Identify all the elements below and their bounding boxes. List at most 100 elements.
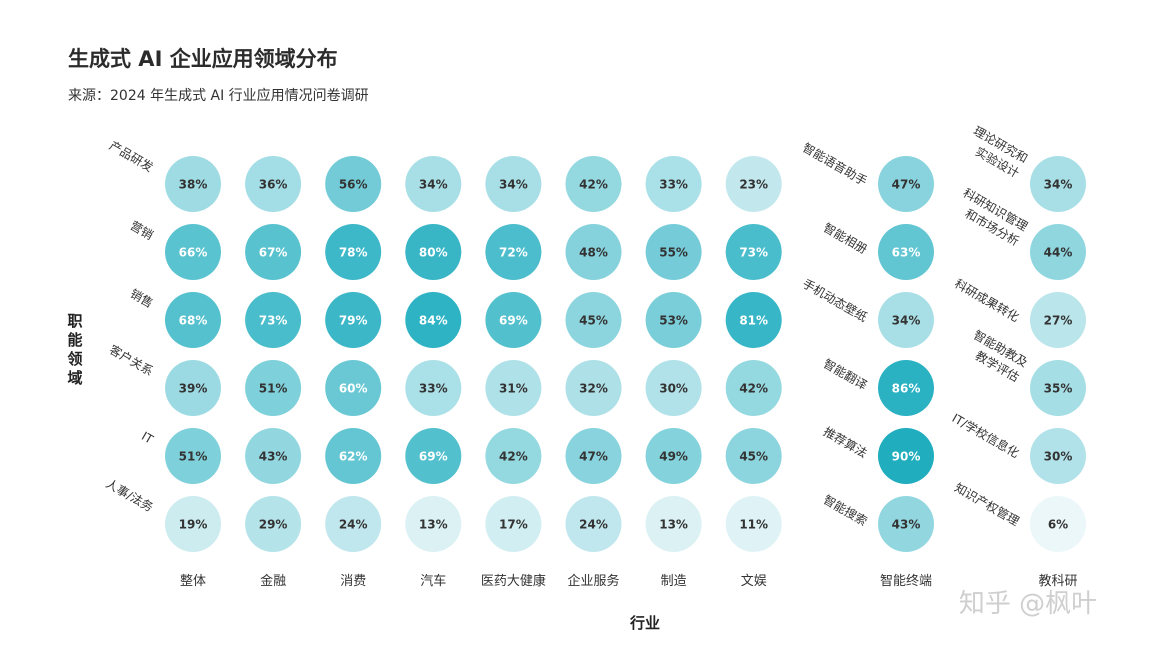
row-label-5: 人事/法务 <box>103 476 156 515</box>
side0-row-label-0: 智能语音助手 <box>800 140 870 189</box>
side0-bubble-r5-circle <box>878 496 934 552</box>
side1-bubble-r5-circle <box>1030 496 1086 552</box>
bubble-r1-c5-label: 48% <box>579 246 608 260</box>
bubble-r1-c2-label: 78% <box>339 246 368 260</box>
bubble-r5-c1-circle <box>245 496 302 552</box>
bubble-r0-c5: 42% <box>565 156 622 212</box>
bubble-r1-c6-circle <box>645 224 702 280</box>
row-label-2: 销售 <box>128 286 156 311</box>
bubble-r4-c6-circle <box>645 428 702 484</box>
bubble-r0-c2-circle <box>325 156 382 212</box>
side1-row-label-3: 智能助教及教学评估 <box>963 327 1031 385</box>
chart-title: 生成式 AI 企业应用领域分布 <box>68 47 338 71</box>
bubble-r1-c3-label: 80% <box>419 246 448 260</box>
bubble-r2-c6-label: 53% <box>659 314 688 328</box>
bubble-r3-c0-circle <box>165 360 221 416</box>
bubble-r2-c1: 73% <box>245 292 302 348</box>
side1-bubble-r2: 27% <box>1030 292 1086 348</box>
bubble-r3-c2-label: 60% <box>339 382 368 396</box>
bubble-r1-c4-circle <box>485 224 542 280</box>
bubble-r3-c6-circle <box>645 360 702 416</box>
bubble-r4-c0-label: 51% <box>179 450 208 464</box>
bubble-r0-c6: 33% <box>645 156 702 212</box>
bubble-r0-c2-label: 56% <box>339 178 368 192</box>
bubble-r2-c6-circle <box>645 292 702 348</box>
side1-bubble-r4: 30% <box>1030 428 1086 484</box>
bubble-r2-c2: 79% <box>325 292 382 348</box>
side0-bubble-r1-circle <box>878 224 934 280</box>
side1-row-label-0: 理论研究和实验设计 <box>963 123 1031 181</box>
bubble-r5-c2-circle <box>325 496 382 552</box>
side1-bubble-r0-circle <box>1030 156 1086 212</box>
bubble-r2-c5: 45% <box>565 292 622 348</box>
bubble-r3-c6: 30% <box>645 360 702 416</box>
bubble-r0-c0-label: 38% <box>179 178 208 192</box>
bubble-r5-c6-label: 13% <box>659 518 688 532</box>
bubble-r1-c4: 72% <box>485 224 542 280</box>
column-label-3: 汽车 <box>420 573 446 589</box>
side1-bubble-r4-circle <box>1030 428 1086 484</box>
bubble-r1-c5-circle <box>565 224 622 280</box>
column-label-1: 金融 <box>260 573 286 589</box>
side0-bubble-r4: 90% <box>878 428 934 484</box>
side1-bubble-r2-circle <box>1030 292 1086 348</box>
bubble-r4-c7-label: 45% <box>739 450 768 464</box>
bubble-r2-c7: 81% <box>725 292 782 348</box>
bubble-r0-c7-circle <box>725 156 782 212</box>
bubble-r1-c7-circle <box>725 224 782 280</box>
bubble-r4-c3-circle <box>405 428 462 484</box>
bubble-r3-c3: 33% <box>405 360 462 416</box>
bubble-r4-c6-label: 49% <box>659 450 688 464</box>
bubble-r5-c4-label: 17% <box>499 518 528 532</box>
bubble-r0-c0-circle <box>165 156 221 212</box>
bubble-r2-c4-circle <box>485 292 542 348</box>
bubble-r4-c6: 49% <box>645 428 702 484</box>
bubble-r4-c5-label: 47% <box>579 450 608 464</box>
side0-row-label-4: 推荐算法 <box>821 424 870 461</box>
side1-bubble-r3-label: 35% <box>1044 382 1073 396</box>
bubble-r0-c2: 56% <box>325 156 382 212</box>
bubble-r3-c3-circle <box>405 360 462 416</box>
bubble-r2-c4-label: 69% <box>499 314 528 328</box>
bubble-r2-c4: 69% <box>485 292 542 348</box>
bubble-r5-c6: 13% <box>645 496 702 552</box>
bubble-r0-c6-label: 33% <box>659 178 688 192</box>
bubble-r1-c3: 80% <box>405 224 462 280</box>
bubble-r0-c1-circle <box>245 156 302 212</box>
bubble-r3-c5: 32% <box>565 360 622 416</box>
bubble-r4-c4-circle <box>485 428 542 484</box>
bubble-r5-c5: 24% <box>565 496 622 552</box>
bubble-r4-c3: 69% <box>405 428 462 484</box>
bubble-r1-c1-label: 67% <box>259 246 288 260</box>
row-label-0: 产品研发 <box>107 138 156 175</box>
bubble-r5-c4-circle <box>485 496 542 552</box>
bubble-r4-c4: 42% <box>485 428 542 484</box>
side1-row-label-1: 科研知识管理和市场分析 <box>952 185 1030 249</box>
bubble-r5-c6-circle <box>645 496 702 552</box>
bubble-r1-c5: 48% <box>565 224 622 280</box>
bubble-r3-c4: 31% <box>485 360 542 416</box>
bubble-r5-c1-label: 29% <box>259 518 288 532</box>
bubble-r3-c4-label: 31% <box>499 382 528 396</box>
bubble-r4-c0: 51% <box>165 428 221 484</box>
bubble-r3-c0: 39% <box>165 360 221 416</box>
side1-bubble-r1: 44% <box>1030 224 1086 280</box>
bubble-r2-c3: 84% <box>405 292 462 348</box>
bubble-r2-c0-label: 68% <box>179 314 208 328</box>
bubble-r0-c7: 23% <box>725 156 782 212</box>
bubble-r0-c6-circle <box>645 156 702 212</box>
bubble-r0-c5-circle <box>565 156 622 212</box>
side1-bubble-r4-label: 30% <box>1044 450 1073 464</box>
side1-bubble-r3-circle <box>1030 360 1086 416</box>
side1-bubble-r3: 35% <box>1030 360 1086 416</box>
bubble-r2-c3-label: 84% <box>419 314 448 328</box>
bubble-r1-c3-circle <box>405 224 462 280</box>
bubble-r4-c7-circle <box>725 428 782 484</box>
side1-column-label: 教科研 <box>1038 573 1077 589</box>
side1-row-label-2: 科研成果转化 <box>952 276 1022 325</box>
bubble-r1-c0-circle <box>165 224 221 280</box>
bubble-r2-c1-circle <box>245 292 302 348</box>
side0-bubble-r2-circle <box>878 292 934 348</box>
